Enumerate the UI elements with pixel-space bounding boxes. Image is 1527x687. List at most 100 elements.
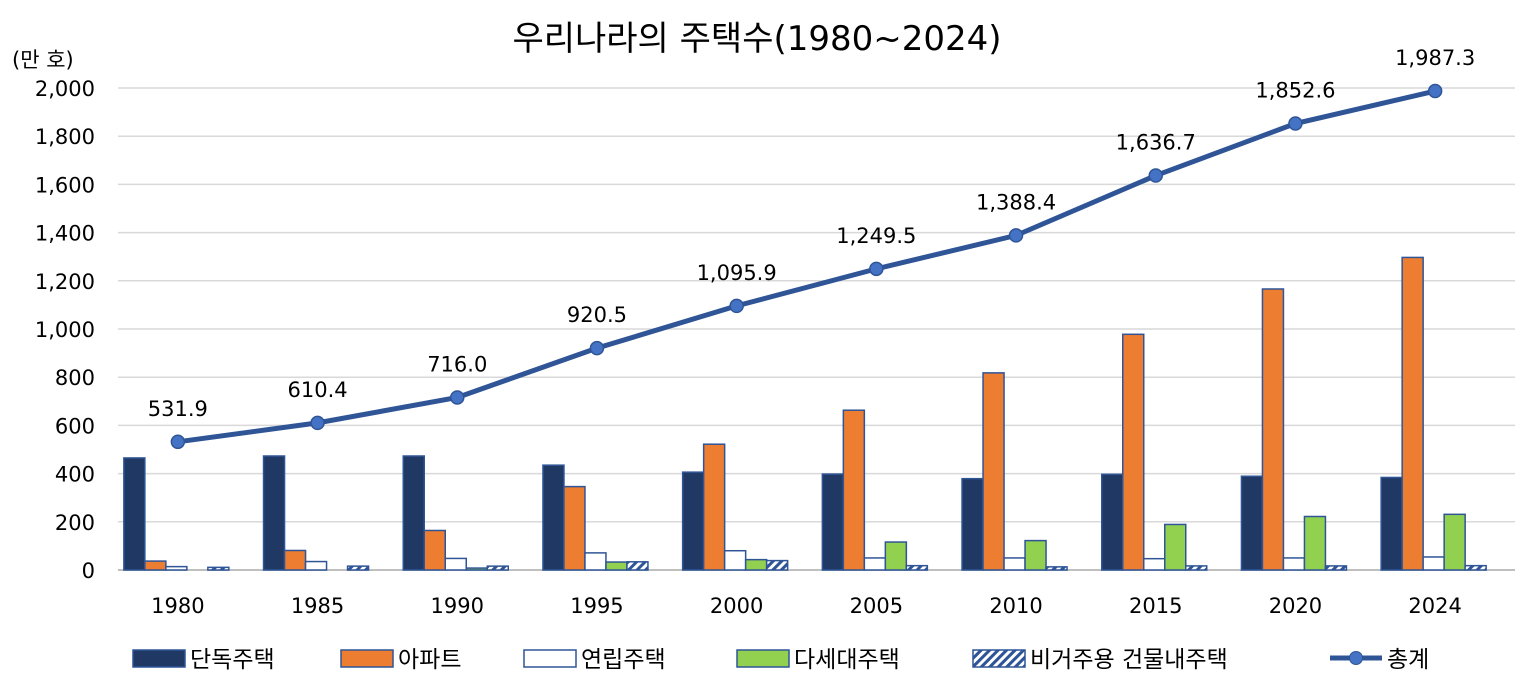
data-label: 1,987.3 [1395, 46, 1475, 70]
bar-비거주용 건물내주택 [626, 561, 649, 571]
bar-비거주용 건물내주택 [207, 566, 230, 571]
x-tick-label: 1985 [291, 594, 344, 618]
legend-label: 비거주용 건물내주택 [1030, 647, 1228, 673]
bar-단독주택 [1380, 476, 1403, 571]
y-tick-label: 200 [55, 511, 95, 535]
x-tick-label: 2024 [1408, 594, 1461, 618]
bar-연립주택 [1003, 557, 1026, 571]
total-point [450, 390, 465, 405]
legend-marker [1349, 651, 1363, 665]
data-label: 531.9 [148, 397, 208, 421]
bar-다세대주택 [1024, 539, 1047, 571]
bar-연립주택 [165, 565, 188, 571]
bar-연립주택 [1282, 557, 1306, 571]
legend-label: 아파트 [398, 647, 461, 673]
chart-title: 우리나라의 주택수(1980~2024) [512, 19, 1001, 59]
total-point [1008, 228, 1024, 243]
bar-아파트 [702, 443, 726, 571]
x-tick-label: 1995 [570, 594, 623, 618]
total-point [1288, 116, 1303, 131]
legend-swatch [132, 649, 186, 668]
bar-아파트 [982, 372, 1005, 571]
bar-아파트 [283, 549, 307, 571]
bar-다세대주택 [465, 567, 488, 571]
total-point [1148, 168, 1163, 183]
legend-label: 다세대주택 [794, 647, 900, 673]
bar-다세대주택 [605, 561, 628, 571]
bar-단독주택 [961, 477, 984, 571]
total-point [1427, 83, 1443, 99]
bar-아파트 [1122, 333, 1145, 571]
total-point [170, 434, 186, 450]
bar-연립주택 [444, 557, 467, 571]
bar-아파트 [144, 560, 167, 571]
bar-비거주용 건물내주택 [1324, 565, 1348, 571]
data-label: 1,852.6 [1255, 79, 1335, 103]
legend-swatch [340, 649, 394, 668]
data-label: 1,249.5 [836, 224, 916, 248]
data-label: 1,636.7 [1116, 131, 1196, 155]
x-tick-label: 2000 [710, 594, 763, 618]
data-label: 716.0 [427, 352, 487, 376]
x-tick-label: 2010 [989, 594, 1042, 618]
y-tick-label: 1,000 [35, 318, 95, 342]
bar-연립주택 [584, 552, 607, 571]
y-tick-label: 1,400 [35, 222, 95, 246]
y-tick-label: 2,000 [35, 77, 95, 101]
bar-다세대주택 [1303, 515, 1327, 571]
total-point [310, 415, 325, 431]
bar-연립주택 [723, 549, 747, 571]
total-line [177, 88, 1436, 445]
bar-단독주택 [681, 471, 705, 571]
legend-swatch [523, 649, 577, 668]
bar-아파트 [423, 529, 446, 571]
bar-비거주용 건물내주택 [1045, 566, 1068, 571]
data-label: 610.4 [287, 378, 347, 402]
bar-다세대주택 [1164, 523, 1187, 571]
bar-비거주용 건물내주택 [765, 559, 789, 571]
y-tick-label: 0 [82, 559, 95, 583]
bar-아파트 [1261, 288, 1285, 571]
x-tick-label: 1980 [151, 594, 204, 618]
y-tick-label: 1,200 [35, 270, 95, 294]
bar-연립주택 [1143, 557, 1166, 571]
bar-단독주택 [123, 457, 146, 571]
total-point [869, 261, 884, 277]
bar-단독주택 [262, 455, 286, 571]
bar-단독주택 [402, 455, 425, 571]
bar-비거주용 건물내주택 [1464, 564, 1487, 571]
y-tick-label: 800 [55, 366, 95, 390]
total-point [729, 298, 744, 314]
bar-단독주택 [1240, 475, 1264, 571]
bar-아파트 [1401, 256, 1424, 571]
x-tick-label: 2020 [1269, 594, 1322, 618]
x-tick-label: 2005 [850, 594, 903, 618]
bar-비거주용 건물내주택 [346, 565, 370, 571]
data-label: 920.5 [567, 303, 627, 327]
bar-연립주택 [863, 557, 887, 571]
bar-단독주택 [542, 464, 565, 571]
bar-연립주택 [304, 560, 328, 571]
bar-다세대주택 [884, 541, 908, 571]
legend-swatch [736, 649, 790, 668]
bar-다세대주택 [1443, 513, 1466, 571]
y-tick-label: 400 [55, 463, 95, 487]
legend-label: 연립주택 [581, 647, 666, 673]
bar-비거주용 건물내주택 [905, 564, 929, 571]
bar-비거주용 건물내주택 [1185, 565, 1208, 571]
bar-아파트 [563, 485, 586, 571]
bar-단독주택 [821, 473, 845, 571]
bar-연립주택 [1422, 556, 1445, 571]
data-label: 1,388.4 [976, 190, 1056, 214]
legend-label: 단독주택 [190, 647, 275, 673]
x-tick-label: 2015 [1129, 594, 1182, 618]
legend-swatch [972, 649, 1026, 668]
y-tick-label: 1,600 [35, 173, 95, 197]
bar-단독주택 [1101, 473, 1124, 571]
legend-label: 총계 [1387, 647, 1429, 673]
data-label: 1,095.9 [697, 261, 777, 285]
total-point [589, 340, 605, 356]
bar-비거주용 건물내주택 [486, 565, 509, 571]
y-tick-label: 1,800 [35, 125, 95, 149]
